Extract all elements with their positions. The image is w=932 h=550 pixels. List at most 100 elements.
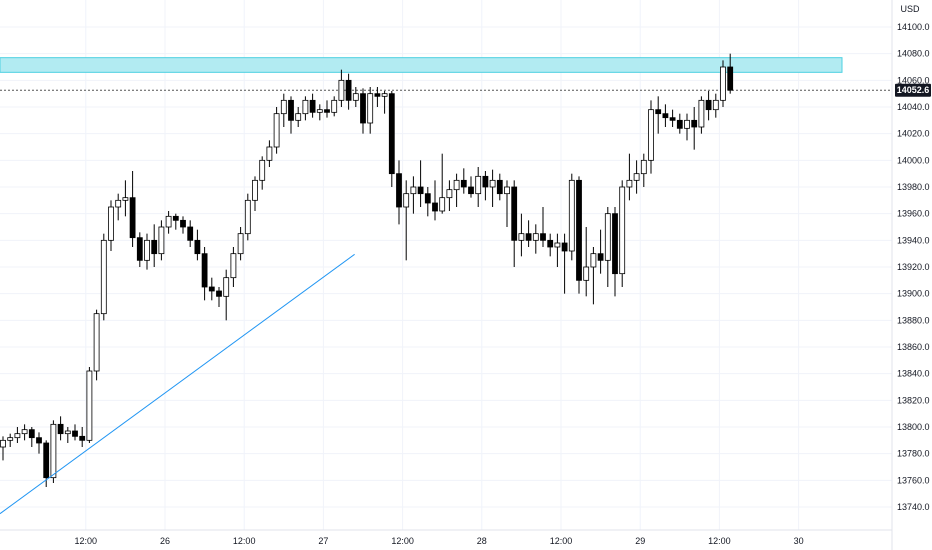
- candle: [417, 160, 424, 207]
- candle-body: [187, 226, 194, 241]
- candle: [360, 88, 366, 134]
- candle-body: [482, 175, 489, 188]
- candle-body: [547, 239, 554, 248]
- candle-body: [460, 179, 467, 188]
- candle: [295, 107, 302, 127]
- candle: [561, 233, 568, 294]
- candle: [216, 287, 222, 307]
- candle: [604, 207, 611, 287]
- trend-line: [0, 253, 355, 515]
- candle-body: [244, 199, 251, 235]
- candle: [21, 424, 28, 441]
- candle-body: [684, 119, 690, 129]
- candle-body: [496, 179, 503, 195]
- x-tick-label: 12:00: [391, 536, 414, 546]
- candle-body: [532, 233, 539, 241]
- y-tick-label: 14080.0: [897, 49, 930, 59]
- candle-body: [295, 113, 302, 121]
- candle: [374, 87, 381, 107]
- candle-body: [158, 226, 165, 255]
- candle: [727, 53, 734, 94]
- candle-body: [100, 239, 107, 315]
- candle: [266, 140, 273, 167]
- y-tick-label: 13920.0: [897, 262, 930, 272]
- candle: [187, 220, 194, 247]
- candle: [518, 213, 525, 257]
- y-tick-label: 13940.0: [897, 235, 930, 245]
- y-tick-label: 13980.0: [897, 182, 930, 192]
- y-tick-label: 13960.0: [897, 209, 930, 219]
- candle-body: [280, 99, 287, 115]
- candle-body: [619, 186, 626, 275]
- candle-body: [489, 179, 496, 188]
- candle: [554, 233, 561, 267]
- price-axis[interactable]: USD 13740.0 13760.0 13780.0 13800.0 13820.0 1…: [891, 0, 932, 550]
- candle: [252, 176, 258, 211]
- candle-body: [237, 233, 244, 255]
- candle-body: [122, 197, 129, 201]
- last-price-label: 14052.6: [897, 85, 930, 95]
- candle: [338, 69, 345, 107]
- candle: [532, 224, 539, 254]
- candle: [396, 160, 402, 225]
- candle: [345, 73, 352, 110]
- candle-body: [712, 99, 719, 111]
- resistance-zone: [0, 57, 843, 73]
- y-tick-label: 13840.0: [897, 369, 930, 379]
- x-tick-label: 12:00: [233, 536, 256, 546]
- candle-body: [0, 439, 6, 448]
- candle-body: [525, 233, 532, 241]
- candle-body: [194, 239, 201, 255]
- candle: [381, 91, 388, 114]
- x-tick-label: 26: [160, 536, 170, 546]
- candle: [100, 233, 107, 321]
- candle: [468, 176, 474, 198]
- candle-body: [172, 215, 179, 221]
- time-axis[interactable]: 12:00 26 12:00 27 12:00 28 12:00 29 12:00 30: [75, 536, 804, 546]
- candle: [93, 309, 100, 381]
- candle: [482, 171, 489, 201]
- candle: [583, 227, 590, 297]
- candle: [244, 193, 251, 241]
- candle: [201, 247, 208, 301]
- candle: [108, 200, 114, 251]
- candle-body: [597, 253, 604, 261]
- candle-body: [511, 186, 518, 241]
- candle-body: [180, 219, 186, 228]
- candle-body: [439, 197, 446, 212]
- candle-body: [417, 186, 424, 195]
- candle-body: [612, 213, 618, 275]
- candle: [446, 180, 453, 211]
- candle: [136, 232, 143, 267]
- candle: [496, 173, 503, 201]
- candle: [302, 96, 309, 121]
- candle: [460, 168, 467, 194]
- last-price-tag: [895, 83, 931, 97]
- x-tick-label: 27: [318, 536, 328, 546]
- candle: [712, 93, 719, 118]
- candle: [568, 173, 575, 261]
- candle-body: [108, 206, 114, 241]
- candle-body: [691, 119, 698, 128]
- candle-body: [590, 253, 597, 268]
- candle: [151, 224, 158, 267]
- candle-body: [655, 109, 662, 115]
- candle: [367, 87, 374, 134]
- candle: [662, 104, 669, 127]
- candle: [172, 213, 179, 230]
- candle: [86, 367, 93, 443]
- candle-body: [288, 99, 294, 121]
- candle-body: [252, 179, 258, 201]
- candle: [129, 171, 136, 247]
- candle: [648, 100, 654, 174]
- candle: [259, 156, 266, 190]
- candle: [684, 113, 690, 141]
- candle-body: [14, 433, 21, 439]
- candle-body: [79, 435, 86, 441]
- candles-layer: [0, 53, 734, 487]
- candle-body: [86, 370, 93, 441]
- candle-body: [568, 179, 575, 252]
- candle-body: [309, 99, 316, 113]
